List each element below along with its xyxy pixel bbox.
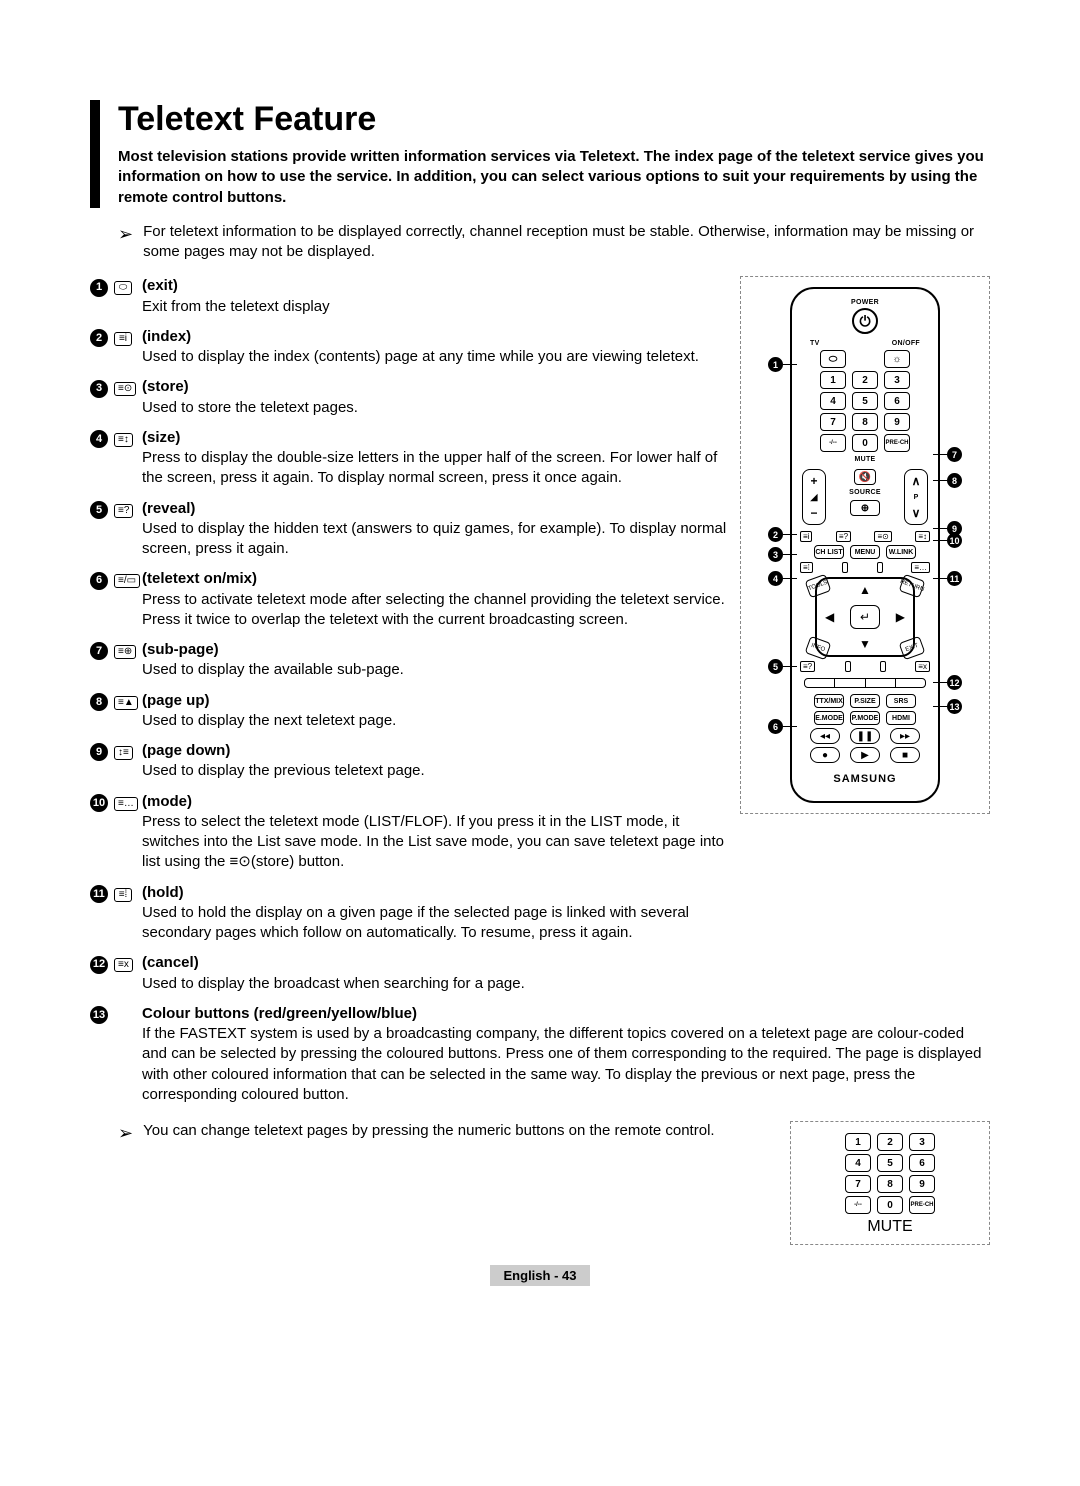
remote-key: P.MODE xyxy=(850,711,880,725)
volume-pill: +◢− xyxy=(802,469,826,525)
feature-item: 9 ↕≡ (page down)Used to display the prev… xyxy=(90,741,730,782)
feature-item: 7 ≡⊕ (sub-page)Used to display the avail… xyxy=(90,640,730,681)
num-key: 0 xyxy=(852,434,878,452)
page-title: Teletext Feature xyxy=(118,100,990,139)
num-key: 5 xyxy=(852,392,878,410)
tv-label: TV xyxy=(810,340,820,347)
program-pill: ∧P∨ xyxy=(904,469,928,525)
item-colour-buttons: 13 Colour buttons (red/green/yellow/blue… xyxy=(90,1004,990,1105)
footer-page: English - 43 xyxy=(490,1265,591,1286)
num-key: 7 xyxy=(820,413,846,431)
note2-text: You can change teletext pages by pressin… xyxy=(143,1121,714,1145)
note-arrow-icon: ➢ xyxy=(118,1121,133,1145)
remote-key: TTX/MIX xyxy=(814,694,844,708)
num-key: 3 xyxy=(884,371,910,389)
info-corner: INFO xyxy=(805,636,832,660)
num-key: -/-- xyxy=(820,434,846,452)
teletext-icons-row3: ≡? ≡x xyxy=(800,661,930,672)
onoff-label: ON/OFF xyxy=(892,340,920,347)
mode-row-1: TTX/MIX P.SIZE SRS xyxy=(800,694,930,708)
menu-row: CH LIST MENU W.LINK xyxy=(800,545,930,559)
blue-button xyxy=(896,679,925,687)
num-key: 1 xyxy=(820,371,846,389)
num-key: 4 xyxy=(845,1154,871,1172)
num-key: 6 xyxy=(884,392,910,410)
feature-item: 4 ≡↕ (size)Press to display the double-s… xyxy=(90,428,730,489)
power-button-icon: ⏻ xyxy=(852,308,878,334)
note-text: For teletext information to be displayed… xyxy=(143,222,990,263)
feature-item: 3 ≡⊙ (store)Used to store the teletext p… xyxy=(90,377,730,418)
feature-item: 5 ≡? (reveal)Used to display the hidden … xyxy=(90,499,730,560)
num-key: 5 xyxy=(877,1154,903,1172)
num-key: PRE-CH xyxy=(909,1196,935,1214)
teletext-icons-row1: ≡i≡?≡⊙≡↕ xyxy=(800,531,930,542)
colour-buttons xyxy=(804,678,926,688)
feature-item: 8 ≡▲ (page up)Used to display the next t… xyxy=(90,691,730,732)
feature-item: 2 ≡i (index)Used to display the index (c… xyxy=(90,327,730,368)
num-key: 7 xyxy=(845,1175,871,1193)
feature-item: 11 ≡⁞ (hold)Used to hold the display on … xyxy=(90,883,730,944)
num-key: 8 xyxy=(877,1175,903,1193)
remote-key: SRS xyxy=(886,694,916,708)
num-key: 6 xyxy=(909,1154,935,1172)
num-key: PRE-CH xyxy=(884,434,910,452)
remote-key: MENU xyxy=(850,545,880,559)
yellow-button xyxy=(866,679,896,687)
note-reception: ➢ For teletext information to be display… xyxy=(118,222,990,263)
intro-text: Most television stations provide written… xyxy=(118,147,990,208)
feature-list: 1 ⬭ (exit)Exit from the teletext display… xyxy=(90,276,730,1004)
remote-body: POWER ⏻ TV ON/OFF ⬭☼ 123456789-/--0PRE-C… xyxy=(790,287,940,803)
mode-row-2: E.MODE P.MODE HDMI xyxy=(800,711,930,725)
num-key: 0 xyxy=(877,1196,903,1214)
green-button xyxy=(835,679,865,687)
page-footer: English - 43 xyxy=(90,1265,990,1286)
remote-key: ◂◂ xyxy=(810,728,840,744)
feature-item: 13 Colour buttons (red/green/yellow/blue… xyxy=(90,1004,990,1105)
teletext-icons-row2: ≡⁞ ≡… xyxy=(800,562,930,573)
remote-key: ● xyxy=(810,747,840,763)
remote-key: E.MODE xyxy=(814,711,844,725)
remote-key: ▶ xyxy=(850,747,880,763)
feature-item: 1 ⬭ (exit)Exit from the teletext display xyxy=(90,276,730,317)
title-block: Teletext Feature Most television station… xyxy=(90,100,990,208)
remote-diagram: POWER ⏻ TV ON/OFF ⬭☼ 123456789-/--0PRE-C… xyxy=(740,276,990,814)
num-key: 9 xyxy=(884,413,910,431)
enter-button: ↵ xyxy=(850,605,880,629)
number-pad: 123 456 789 -/-- 0 PRE-CH xyxy=(800,371,930,452)
mute-icon: 🔇 xyxy=(854,469,876,485)
mini-remote-diagram: 123456789-/--0PRE-CH MUTE xyxy=(790,1121,990,1245)
mute-label: MUTE xyxy=(800,456,930,463)
num-key: 2 xyxy=(852,371,878,389)
remote-key: P.SIZE xyxy=(850,694,880,708)
note-numeric: ➢ You can change teletext pages by press… xyxy=(118,1121,770,1145)
remote-key: ■ xyxy=(890,747,920,763)
transport-row-2: ● ▶ ■ xyxy=(800,747,930,763)
tools-corner: TOOLS xyxy=(805,574,832,598)
nav-pad: TOOLS RETURN ▲▼◀▶ ↵ INFO EXIT xyxy=(815,577,915,657)
exit-corner: EXIT xyxy=(899,636,926,660)
remote-key: ❚❚ xyxy=(850,728,880,744)
return-corner: RETURN xyxy=(899,574,926,598)
transport-row-1: ◂◂ ❚❚ ▸▸ xyxy=(800,728,930,744)
num-key: 2 xyxy=(877,1133,903,1151)
num-key: 8 xyxy=(852,413,878,431)
power-label: POWER xyxy=(800,299,930,306)
num-key: -/-- xyxy=(845,1196,871,1214)
red-button xyxy=(805,679,835,687)
source-label: SOURCE xyxy=(849,489,881,496)
num-key: 4 xyxy=(820,392,846,410)
feature-item: 10 ≡… (mode)Press to select the teletext… xyxy=(90,792,730,873)
note-arrow-icon: ➢ xyxy=(118,222,133,263)
feature-item: 12 ≡x (cancel)Used to display the broadc… xyxy=(90,953,730,994)
remote-key: ▸▸ xyxy=(890,728,920,744)
brand-logo: SAMSUNG xyxy=(800,773,930,785)
remote-key: HDMI xyxy=(886,711,916,725)
num-key: 3 xyxy=(909,1133,935,1151)
remote-key: CH LIST xyxy=(814,545,844,559)
source-button: ⊕ xyxy=(850,500,880,516)
remote-key: W.LINK xyxy=(886,545,916,559)
num-key: 1 xyxy=(845,1133,871,1151)
num-key: 9 xyxy=(909,1175,935,1193)
feature-item: 6 ≡/▭ (teletext on/mix)Press to activate… xyxy=(90,569,730,630)
